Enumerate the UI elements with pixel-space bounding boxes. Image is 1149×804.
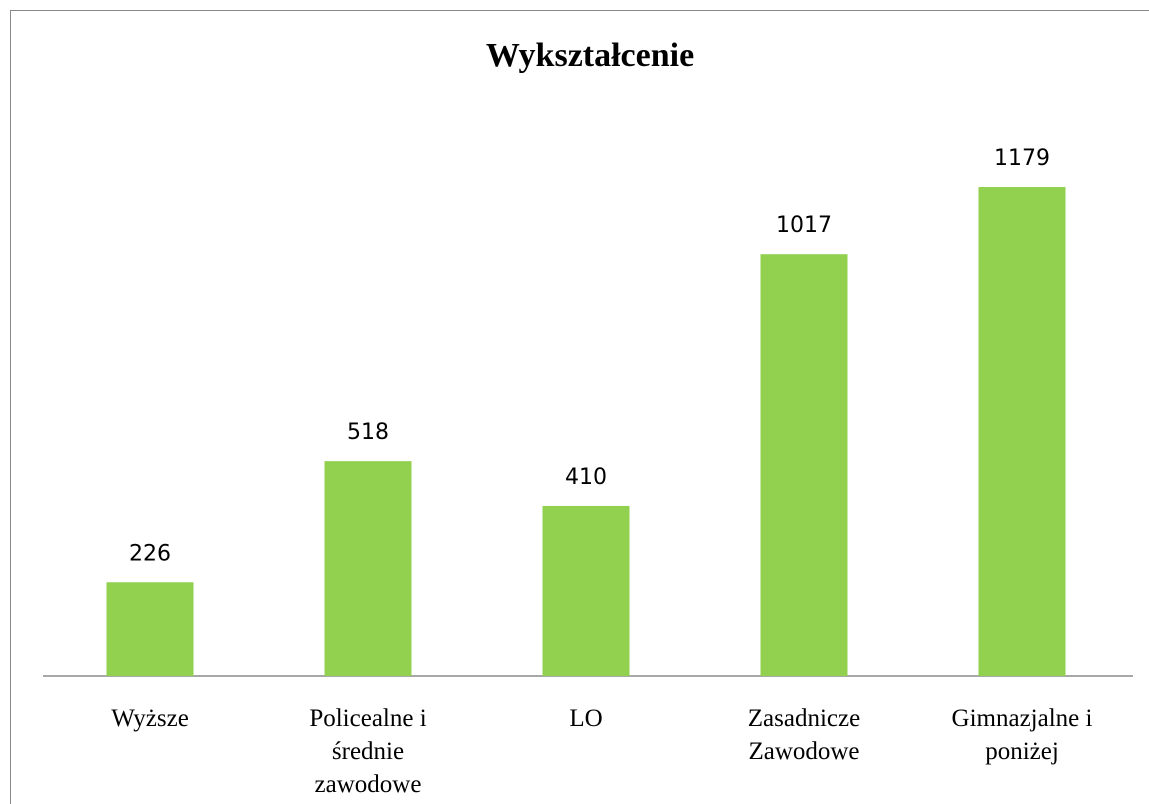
data-label: 1179 bbox=[994, 146, 1050, 171]
chart-frame bbox=[10, 10, 1149, 804]
chart-title: Wykształcenie bbox=[486, 37, 694, 74]
bar bbox=[760, 254, 848, 676]
x-label-box: Zasadnicze Zawodowe bbox=[747, 705, 861, 765]
x-tick-label: Zasadnicze Zawodowe bbox=[747, 705, 861, 765]
data-label: 226 bbox=[129, 541, 171, 566]
bar bbox=[542, 505, 630, 676]
bar bbox=[324, 461, 412, 676]
x-label-box: Gimnazjalne i poniżej bbox=[951, 705, 1093, 765]
x-label-box: LO bbox=[569, 705, 603, 732]
data-label: 410 bbox=[565, 465, 607, 490]
bar bbox=[978, 187, 1066, 676]
data-label: 1017 bbox=[776, 213, 832, 238]
x-label-box: Wyższe bbox=[111, 705, 189, 732]
x-tick-label: Wyższe bbox=[111, 705, 189, 732]
x-tick-label: Policealne i średnie zawodowe bbox=[309, 705, 427, 798]
bar bbox=[106, 582, 194, 676]
data-label: 518 bbox=[347, 420, 389, 445]
x-tick-label: Gimnazjalne i poniżej bbox=[951, 705, 1093, 765]
x-tick-label: LO bbox=[569, 705, 603, 732]
x-label-box: Policealne i średnie zawodowe bbox=[309, 705, 427, 798]
